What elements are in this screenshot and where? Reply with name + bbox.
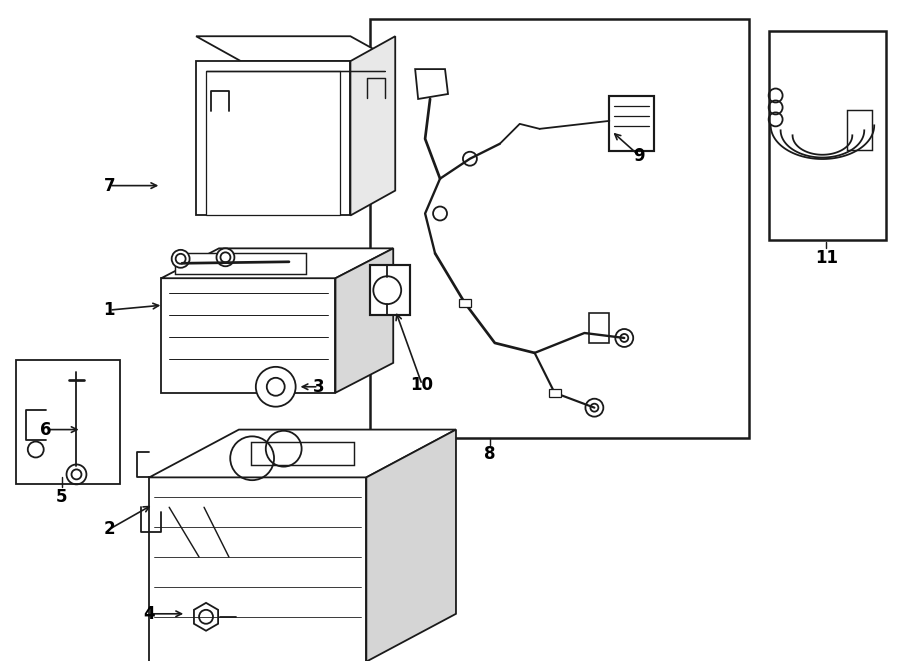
Circle shape [217, 248, 234, 266]
Polygon shape [149, 477, 366, 661]
Text: 4: 4 [143, 605, 155, 623]
Text: 3: 3 [312, 378, 324, 396]
Text: 11: 11 [814, 250, 838, 267]
Bar [370, 19, 749, 438]
Bar [549, 389, 561, 397]
Bar [769, 31, 886, 240]
Text: 9: 9 [634, 147, 645, 165]
Polygon shape [194, 603, 218, 631]
Circle shape [172, 250, 190, 267]
Bar [459, 299, 471, 307]
Polygon shape [370, 265, 410, 315]
Polygon shape [161, 248, 393, 278]
Text: 1: 1 [104, 301, 115, 319]
Polygon shape [336, 248, 393, 393]
Polygon shape [149, 430, 456, 477]
Polygon shape [590, 313, 609, 343]
Text: 2: 2 [104, 520, 115, 538]
Text: 10: 10 [410, 376, 434, 394]
Polygon shape [206, 71, 340, 216]
Circle shape [256, 367, 296, 406]
Polygon shape [196, 36, 395, 61]
Polygon shape [366, 430, 456, 661]
Polygon shape [350, 36, 395, 216]
Polygon shape [251, 442, 355, 465]
Bar [16, 360, 121, 485]
Text: 6: 6 [40, 420, 51, 439]
Text: 8: 8 [484, 446, 496, 463]
Text: 5: 5 [56, 489, 68, 506]
Polygon shape [196, 61, 350, 216]
Polygon shape [415, 69, 448, 99]
Polygon shape [161, 278, 336, 393]
Text: 7: 7 [104, 177, 115, 195]
Polygon shape [609, 96, 654, 151]
Polygon shape [175, 253, 306, 274]
Polygon shape [847, 111, 872, 150]
